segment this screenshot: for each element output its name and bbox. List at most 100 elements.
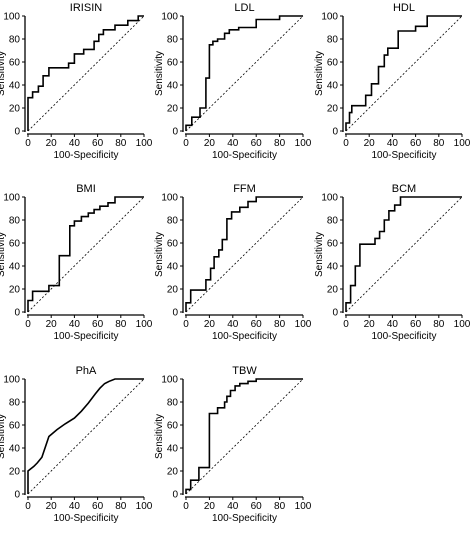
y-tick-label: 40 (327, 81, 339, 92)
y-tick-label: 60 (9, 421, 21, 432)
x-tick-label: 80 (433, 319, 445, 330)
x-tick-label: 20 (204, 138, 216, 149)
x-tick-label: 0 (25, 138, 31, 149)
y-tick-label: 0 (172, 490, 178, 501)
x-tick-label: 40 (387, 138, 399, 149)
roc-curve (345, 15, 462, 131)
x-tick-label: 40 (227, 501, 239, 512)
y-axis-title: Sensitivity (0, 51, 7, 96)
y-tick-label: 80 (9, 216, 21, 227)
y-axis-title: Sensitivity (0, 232, 7, 277)
reference-diagonal (27, 196, 145, 313)
y-axis-title: Sensitivity (154, 232, 165, 277)
y-tick-label: 20 (327, 104, 339, 115)
reference-diagonal (185, 15, 304, 132)
x-tick-label: 20 (46, 501, 58, 512)
y-tick-label: 80 (167, 35, 179, 46)
y-tick-label: 60 (9, 239, 21, 250)
y-tick-label: 20 (9, 467, 21, 478)
y-tick-label: 20 (167, 285, 179, 296)
y-tick-label: 0 (332, 308, 338, 319)
y-tick-label: 0 (172, 127, 178, 138)
y-tick-label: 20 (9, 285, 21, 296)
y-tick-label: 100 (161, 12, 178, 23)
y-tick-label: 0 (14, 308, 20, 319)
panel-title: FFM (233, 183, 256, 195)
y-tick-label: 80 (167, 216, 179, 227)
x-tick-label: 80 (115, 319, 127, 330)
x-axis-title: 100-Specificity (53, 513, 118, 524)
x-tick-label: 100 (295, 138, 312, 149)
x-tick-label: 0 (343, 319, 349, 330)
roc-curve (27, 15, 144, 131)
x-tick-label: 20 (364, 138, 376, 149)
y-tick-label: 40 (167, 262, 179, 273)
x-tick-label: 60 (251, 501, 263, 512)
y-tick-label: 40 (9, 444, 21, 455)
panel-title: TBW (232, 365, 257, 377)
y-tick-label: 60 (167, 58, 179, 69)
y-tick-label: 40 (167, 81, 179, 92)
x-axis-title: 100-Specificity (212, 513, 277, 524)
roc-curve (27, 378, 144, 494)
y-tick-label: 100 (161, 375, 178, 386)
y-axis-title: Sensitivity (0, 414, 7, 459)
x-tick-label: 100 (454, 138, 471, 149)
panel-title: IRISIN (70, 2, 102, 14)
y-tick-label: 20 (327, 285, 339, 296)
panel-ldl: LDL 0 20 40 60 80 100 0 20 40 60 80 100 100-Specifici… (154, 2, 312, 161)
y-axis-title: Sensitivity (154, 51, 165, 96)
x-tick-label: 40 (387, 319, 399, 330)
y-tick-label: 60 (327, 58, 339, 69)
x-tick-label: 20 (204, 501, 216, 512)
panel-irisin: IRISIN 0 20 40 60 80 100 0 20 40 60 80 100 100-Specif… (0, 2, 153, 161)
reference-diagonal (345, 15, 463, 132)
panel-tbw: TBW 0 20 40 60 80 100 0 20 40 60 80 100 100-Specifici… (154, 365, 312, 524)
y-tick-label: 100 (161, 193, 178, 204)
y-axis-title: Sensitivity (314, 51, 325, 96)
x-tick-label: 60 (251, 319, 263, 330)
x-tick-label: 0 (25, 501, 31, 512)
reference-diagonal (185, 378, 304, 495)
x-tick-label: 80 (115, 501, 127, 512)
x-tick-label: 80 (274, 501, 286, 512)
x-tick-label: 100 (295, 319, 312, 330)
roc-curve (185, 378, 303, 494)
y-tick-label: 20 (167, 467, 179, 478)
panel-title: PhA (76, 365, 97, 377)
y-tick-label: 60 (9, 58, 21, 69)
x-tick-label: 60 (410, 319, 422, 330)
x-tick-label: 40 (69, 501, 81, 512)
x-axis-title: 100-Specificity (212, 150, 277, 161)
roc-curve (27, 196, 144, 312)
x-tick-label: 40 (69, 319, 81, 330)
panel-title: LDL (234, 2, 254, 14)
y-tick-label: 0 (172, 308, 178, 319)
panel-pha: PhA 0 20 40 60 80 100 0 20 40 60 80 100 100-Specifici… (0, 365, 153, 524)
x-tick-label: 80 (115, 138, 127, 149)
y-tick-label: 40 (9, 262, 21, 273)
x-tick-label: 100 (136, 501, 153, 512)
roc-curve (185, 196, 303, 312)
x-axis-title: 100-Specificity (371, 150, 436, 161)
x-tick-label: 20 (46, 138, 58, 149)
y-tick-label: 80 (9, 35, 21, 46)
roc-curve (345, 196, 462, 312)
y-tick-label: 80 (9, 398, 21, 409)
x-tick-label: 80 (433, 138, 445, 149)
panel-bmi: BMI 0 20 40 60 80 100 0 20 40 60 80 100 100-Specifici… (0, 183, 153, 342)
x-tick-label: 0 (183, 501, 189, 512)
y-tick-label: 100 (3, 375, 20, 386)
y-tick-label: 100 (321, 12, 338, 23)
x-tick-label: 60 (410, 138, 422, 149)
y-tick-label: 0 (332, 127, 338, 138)
reference-diagonal (345, 196, 463, 313)
x-tick-label: 40 (69, 138, 81, 149)
panel-hdl: HDL 0 20 40 60 80 100 0 20 40 60 80 100 100-Specifici… (314, 2, 471, 161)
x-tick-label: 20 (46, 319, 58, 330)
y-axis-title: Sensitivity (154, 414, 165, 459)
y-tick-label: 100 (3, 193, 20, 204)
x-axis-title: 100-Specificity (212, 331, 277, 342)
x-tick-label: 40 (227, 319, 239, 330)
